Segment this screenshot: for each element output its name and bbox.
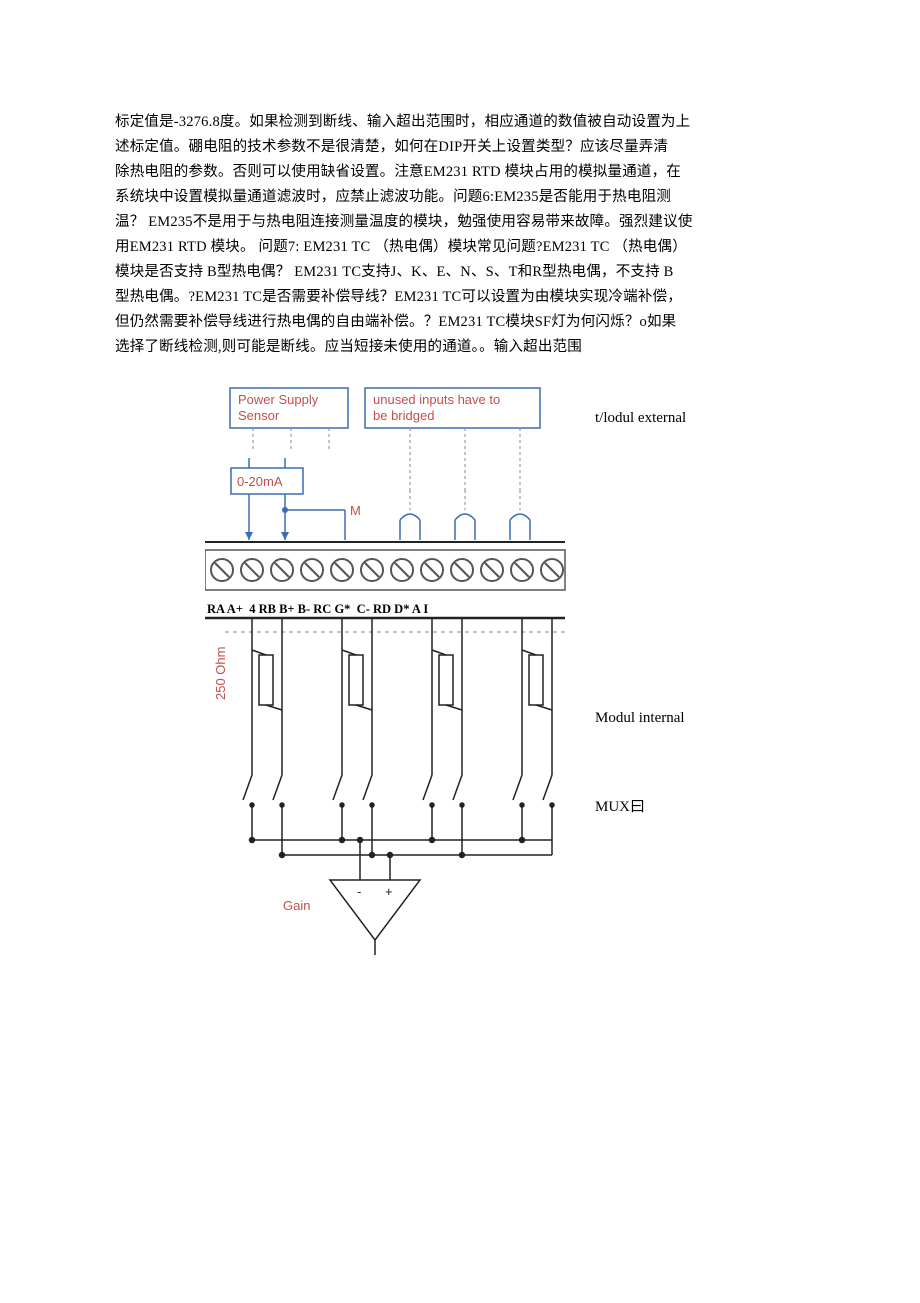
annotation-internal: Modul internal: [595, 710, 685, 727]
ohm-label: 250 Ohm: [213, 647, 228, 700]
power-supply-label: Power Supply: [238, 392, 319, 407]
unused-inputs-label-1: unused inputs have to: [373, 392, 500, 407]
text-line: 温？ EM235不是用于与热电阻连接测量温度的模块，: [115, 214, 457, 230]
svg-text:-: -: [357, 884, 361, 899]
svg-text:+: +: [385, 884, 393, 899]
diagram-svg: Power Supply Sensor unused inputs have t…: [205, 380, 585, 955]
body-paragraph: 标定值是-3276.8度。如果检测到断线、输入超出范围时，相应通道的数值被自动设…: [115, 110, 820, 360]
unused-inputs-label-2: be bridged: [373, 408, 434, 423]
text-line: 用EM231 RTD 模块。 问题7: EM231 TC （热电偶）模块常见问题: [115, 239, 536, 255]
wiring-diagram: Power Supply Sensor unused inputs have t…: [205, 380, 765, 955]
text-line: 模块是否支持 B型热电偶？ EM231 TC支持J、K、E、N、S、T和R型热电…: [115, 264, 674, 280]
text-line: 系统块中设置模拟量通道滤波时，应禁止滤波功能。: [115, 189, 453, 205]
text-line: DIP开关上设置类型？: [438, 139, 580, 155]
text-line: 问题6:EM235是否能用于热电阻测: [453, 189, 671, 205]
text-line: 但仍然需要补偿导线进行热电偶的自由端补偿。: [115, 314, 424, 330]
text-line: 除热电阻的参数。否则可以使用缺省设置。: [115, 164, 394, 180]
document-page: 标定值是-3276.8度。如果检测到断线、输入超出范围时，相应通道的数值被自动设…: [0, 0, 920, 995]
text-line: 述标定值。: [115, 139, 189, 155]
text-line: 标定值是-3276.8度。如果检测到断线、输入超出范围时，相应通道的数值被自动设…: [115, 114, 690, 130]
terminal-labels: RA A+ 4 RB B+ B- RC G* C- RD D* A I: [207, 602, 428, 617]
text-line: 型热电偶。?EM231 TC是否需要补偿导线？: [115, 289, 394, 305]
gain-label: Gain: [283, 898, 310, 913]
text-line: 选择了断线检测,则可能是断线。应当短接未使用的通道。: [115, 339, 479, 355]
text-line: 。输入超出范围: [479, 339, 582, 355]
text-line: EM231 TC可以设置为由模块实现冷端补偿，: [394, 289, 682, 305]
text-line: 硼电阻的技术参数不是很清楚，如何在: [189, 139, 439, 155]
text-line: 应该尽量弄清: [580, 139, 668, 155]
text-line: ?EM231 TC （热电偶）: [536, 239, 687, 255]
m-label: M: [350, 503, 361, 518]
text-line: 勉强使用容易带来故障。强烈建议使: [457, 214, 692, 230]
annotation-mux: MUX曰: [595, 795, 645, 816]
text-line: ？EM231 TC模块SF灯为何闪烁？: [424, 314, 640, 330]
text-line: o如果: [640, 314, 677, 330]
sensor-label: Sensor: [238, 408, 280, 423]
current-range-label: 0-20mA: [237, 474, 283, 489]
annotation-external: t/lodul external: [595, 410, 686, 427]
text-line: 注意EM231 RTD 模块占用的模拟量通道，在: [394, 164, 681, 180]
